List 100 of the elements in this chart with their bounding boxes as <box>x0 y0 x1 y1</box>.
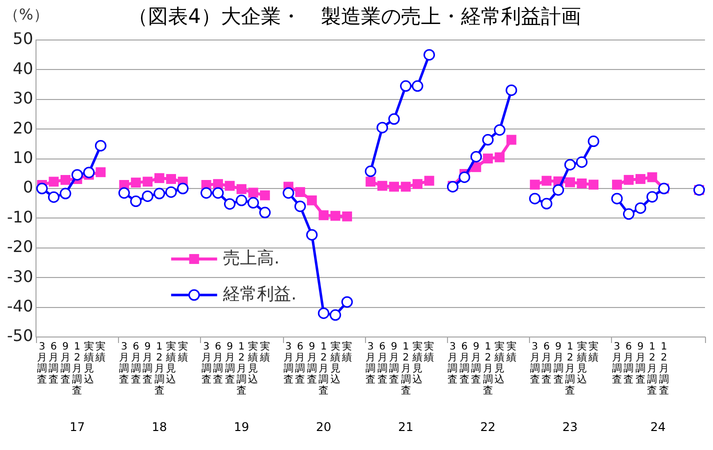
x-tick-label: 6月調査 <box>213 342 224 386</box>
x-tick-label: 9月調査 <box>60 342 70 386</box>
point <box>306 195 317 206</box>
y-tick-label: 20 <box>12 118 34 138</box>
text: 21 <box>398 420 414 434</box>
point <box>96 167 106 178</box>
point <box>612 180 622 190</box>
x-tick-label: 実績見込 <box>576 340 587 386</box>
x-tick-label: 6月調査 <box>542 342 552 386</box>
point <box>636 174 646 184</box>
point <box>341 296 353 308</box>
x-tick-label: 12月調査 <box>647 342 658 397</box>
x-tick-label: 3月調査 <box>119 342 130 386</box>
point <box>458 171 470 183</box>
point <box>376 122 388 134</box>
point <box>294 200 306 212</box>
text: 22 <box>480 420 496 434</box>
point <box>118 187 130 199</box>
y-tick-label: -20 <box>6 237 34 256</box>
x-tick-label: 9月調査 <box>389 342 400 386</box>
point <box>506 84 518 96</box>
legend-label: 売上高. <box>223 248 280 268</box>
point <box>48 191 60 203</box>
y-tick-label: 30 <box>12 88 34 108</box>
point <box>318 210 329 220</box>
point <box>552 184 564 196</box>
point <box>60 174 70 185</box>
y-tick-label: -30 <box>6 266 34 286</box>
x-tick-label: 実績見込 <box>494 340 505 386</box>
point <box>177 182 189 194</box>
text: 17 <box>70 420 85 434</box>
point <box>470 150 482 162</box>
text: 20 <box>316 420 332 434</box>
point <box>330 210 340 221</box>
x-tick-label: 3月調査 <box>448 342 458 386</box>
x-tick-label: 12月調査 <box>72 342 82 397</box>
point <box>634 202 646 214</box>
x-tick-label: 12月調査 <box>154 342 164 397</box>
point <box>482 134 494 146</box>
point <box>142 176 153 187</box>
point <box>576 156 588 168</box>
point <box>565 177 576 188</box>
point <box>142 190 154 202</box>
y-tick-label: 50 <box>12 29 34 48</box>
x-tick-label: 実績 <box>423 340 434 364</box>
point <box>94 140 106 152</box>
point <box>366 176 376 187</box>
point <box>530 180 540 190</box>
chart-title: （図表4）大企業・ 製造業の売上・経常利益計画 <box>128 4 581 28</box>
point <box>540 198 552 210</box>
text: 23 <box>562 420 578 434</box>
point <box>377 180 388 191</box>
point <box>412 80 424 92</box>
x-tick-label: 3月調査 <box>612 342 622 386</box>
point <box>130 178 141 188</box>
point <box>542 176 552 186</box>
x-tick-label: 実績見込 <box>247 340 258 386</box>
x-tick-label: 6月調査 <box>130 342 141 386</box>
x-tick-label: 12月調査 <box>318 342 329 397</box>
x-tick-label: 12月調査 <box>482 342 493 397</box>
x-tick-label: 6月調査 <box>459 342 470 386</box>
x-tick-label: 実績見込 <box>165 340 176 386</box>
point <box>83 166 95 178</box>
x-tick-label: 12月調査 <box>658 342 669 397</box>
point <box>529 192 541 204</box>
y-tick-label: 10 <box>12 148 34 167</box>
point <box>388 113 400 125</box>
point <box>494 152 505 162</box>
x-tick-label: 実績 <box>341 340 352 364</box>
point <box>646 191 658 203</box>
point <box>166 174 176 184</box>
point <box>306 229 318 241</box>
y-tick-label: -50 <box>6 326 34 346</box>
x-tick-label: 3月調査 <box>530 342 540 386</box>
point <box>71 169 83 181</box>
x-tick-label: 実績 <box>505 340 516 364</box>
y-tick-label: 0 <box>22 178 34 197</box>
point <box>36 182 48 194</box>
point <box>60 188 72 200</box>
y-tick-label: 40 <box>12 58 34 78</box>
x-tick-label: 9月調査 <box>635 342 646 386</box>
point <box>564 158 576 170</box>
x-tick-label: 6月調査 <box>377 342 388 386</box>
point <box>611 192 623 204</box>
x-tick-label: 9月調査 <box>142 342 153 386</box>
text: 24 <box>650 420 666 434</box>
point <box>624 174 634 185</box>
x-tick-label: 実績見込 <box>82 340 94 386</box>
x-tick-label: 12月調査 <box>236 342 246 397</box>
text: 19 <box>234 420 250 434</box>
x-tick-label: 9月調査 <box>553 342 564 386</box>
point <box>130 196 142 208</box>
point <box>400 80 412 92</box>
point <box>236 194 248 206</box>
x-tick-label: 3月調査 <box>201 342 212 386</box>
point <box>412 179 422 189</box>
x-tick-label: 12月調査 <box>565 342 576 397</box>
text: 18 <box>152 420 167 434</box>
x-tick-label: 実績 <box>176 340 188 364</box>
x-tick-label: 6月調査 <box>295 342 306 386</box>
